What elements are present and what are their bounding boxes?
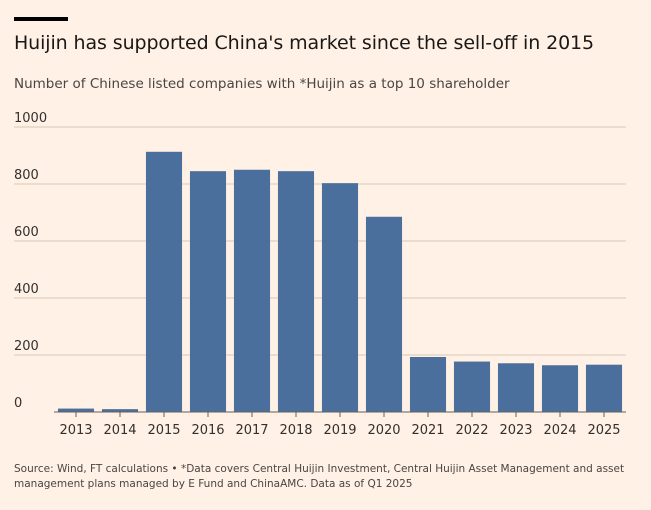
bar [541,365,579,412]
bar [277,171,315,412]
bar [497,363,535,412]
bar [321,183,359,412]
x-tick-label: 2018 [279,423,312,438]
bar [365,216,403,412]
bar [409,356,447,412]
bar [101,409,139,412]
header-accent-bar [14,17,68,21]
y-tick-label: 1000 [14,111,47,126]
source-note: Source: Wind, FT calculations • *Data co… [14,463,625,490]
bar [57,408,95,412]
x-tick-label: 2015 [147,423,180,438]
bar [453,361,491,412]
x-tick-label: 2014 [103,423,136,438]
x-tick-label: 2021 [411,423,444,438]
y-tick-label: 200 [14,339,39,354]
chart-title: Huijin has supported China's market sinc… [14,32,595,54]
bar-chart: 0 200 400 600 800 1000 2013 2014 2015 2016 2017 201… [14,111,626,438]
bar [585,364,623,412]
x-tick-label: 2023 [499,423,532,438]
x-tick-label: 2016 [191,423,224,438]
y-tick-label: 600 [14,225,39,240]
bar [233,169,271,412]
x-tick-label: 2017 [235,423,268,438]
bar [189,171,227,412]
x-tick-label: 2013 [59,423,92,438]
x-tick-label: 2024 [543,423,576,438]
x-tick-label: 2019 [323,423,356,438]
x-tick-label: 2025 [587,423,620,438]
x-tick-label: 2020 [367,423,400,438]
x-tick-label: 2022 [455,423,488,438]
chart-subtitle: Number of Chinese listed companies with … [14,76,510,92]
bar [145,151,183,413]
y-tick-label: 400 [14,282,39,297]
y-tick-label: 0 [14,396,22,411]
y-tick-label: 800 [14,168,39,183]
